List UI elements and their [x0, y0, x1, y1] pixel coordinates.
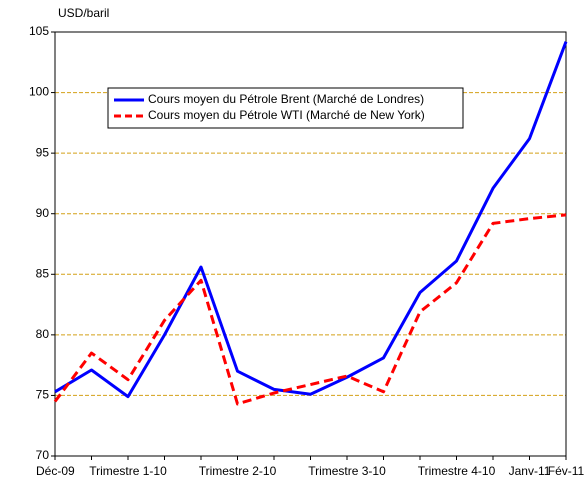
line-series [54, 41, 568, 399]
x-tick-label: Trimestre 2-10 [199, 464, 277, 478]
y-tick-label: 70 [36, 448, 50, 462]
x-tick-label: Déc-09 [36, 464, 75, 478]
x-tick-label: Janv-11 [509, 464, 551, 478]
y-tick-label: 100 [29, 85, 49, 99]
x-tick-label: Trimestre 1-10 [89, 464, 167, 478]
y-tick-label: 80 [36, 327, 50, 341]
legend-label: Cours moyen du Pétrole WTI (Marché de Ne… [148, 108, 425, 122]
y-tick-label: 90 [36, 206, 50, 220]
y-tick-label: 85 [36, 266, 50, 280]
y-tick-label: 75 [36, 388, 50, 402]
y-tick-label: 95 [36, 145, 50, 159]
x-tick-label: Trimestre 4-10 [418, 464, 496, 478]
x-tick-label: Fév-11 [548, 464, 585, 478]
legend-box [107, 87, 464, 129]
line-series [53, 213, 567, 406]
legend-label: Cours moyen du Pétrole Brent (Marché de … [148, 92, 424, 106]
y-tick-label: 105 [29, 24, 49, 38]
x-tick-label: Trimestre 3-10 [308, 464, 386, 478]
y-axis-label: USD/baril [58, 6, 109, 20]
